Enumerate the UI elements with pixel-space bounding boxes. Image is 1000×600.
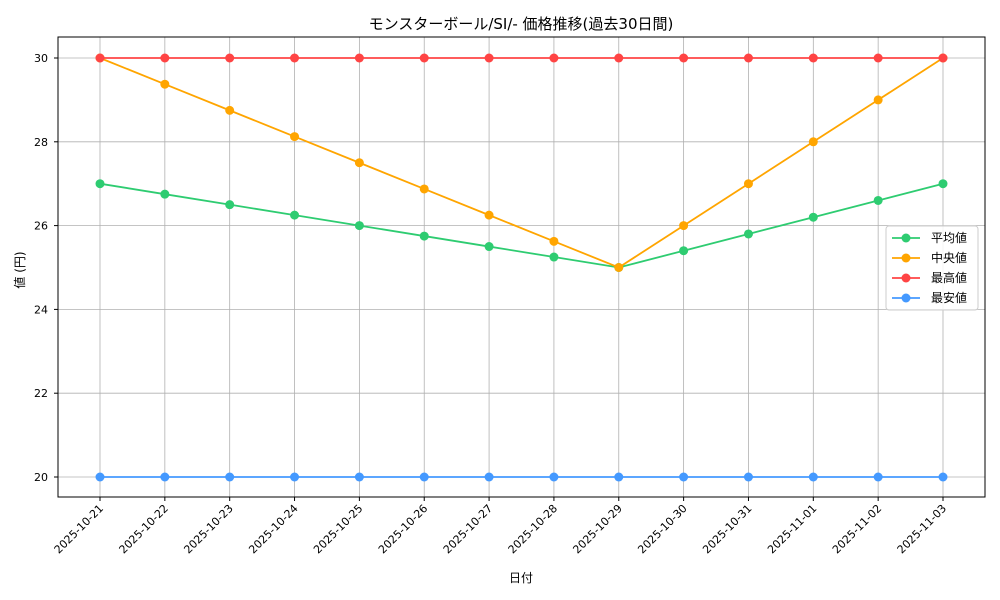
- data-point: [484, 472, 494, 482]
- legend-swatch-marker: [901, 253, 911, 263]
- legend-swatch-marker: [901, 233, 911, 243]
- legend-swatch-marker: [901, 293, 911, 303]
- data-point: [873, 95, 883, 105]
- data-point: [743, 179, 753, 189]
- data-point: [225, 105, 235, 115]
- data-point: [679, 221, 689, 231]
- data-point: [873, 195, 883, 205]
- x-tick-label: 2025-10-21: [52, 502, 106, 556]
- data-point: [290, 53, 300, 63]
- data-point: [938, 179, 948, 189]
- data-point: [354, 158, 364, 168]
- data-point: [95, 179, 105, 189]
- y-tick-label: 22: [34, 387, 48, 400]
- plot-frame: [57, 36, 986, 498]
- data-point: [679, 246, 689, 256]
- data-point: [938, 53, 948, 63]
- data-point: [290, 472, 300, 482]
- data-point: [614, 472, 624, 482]
- x-tick-label: 2025-11-03: [895, 502, 949, 556]
- data-point: [160, 189, 170, 199]
- data-point: [160, 79, 170, 89]
- x-tick-label: 2025-10-31: [700, 502, 754, 556]
- x-tick-label: 2025-10-30: [635, 502, 689, 556]
- data-point: [290, 210, 300, 220]
- x-axis-label: 日付: [509, 571, 533, 585]
- data-point: [225, 200, 235, 210]
- x-tick-label: 2025-10-23: [181, 502, 235, 556]
- legend-label: 中央値: [931, 250, 967, 265]
- x-tick-label: 2025-10-24: [246, 502, 300, 556]
- y-tick-label: 28: [34, 136, 48, 149]
- legend-label: 最高値: [931, 270, 967, 285]
- x-tick-label: 2025-10-27: [441, 502, 495, 556]
- data-point: [549, 236, 559, 246]
- data-point: [419, 53, 429, 63]
- series-最高値: [95, 53, 948, 63]
- y-tick-label: 20: [34, 471, 48, 484]
- x-tick-label: 2025-10-26: [376, 502, 430, 556]
- series-line: [99, 57, 944, 269]
- data-point: [873, 472, 883, 482]
- data-point: [484, 210, 494, 220]
- data-point: [808, 53, 818, 63]
- data-point: [549, 252, 559, 262]
- y-tick-label: 26: [34, 220, 48, 233]
- series-最安値: [95, 472, 948, 482]
- data-point: [225, 472, 235, 482]
- series-平均値: [95, 179, 948, 272]
- data-point: [95, 472, 105, 482]
- data-point: [808, 472, 818, 482]
- data-point: [419, 231, 429, 241]
- y-tick-label: 24: [34, 303, 48, 316]
- data-point: [614, 53, 624, 63]
- series-line: [99, 182, 944, 269]
- legend-label: 最安値: [931, 290, 967, 305]
- data-point: [743, 472, 753, 482]
- data-point: [160, 472, 170, 482]
- data-point: [160, 53, 170, 63]
- data-point: [290, 132, 300, 142]
- x-tick-label: 2025-10-22: [117, 502, 171, 556]
- data-point: [743, 229, 753, 239]
- data-point: [354, 221, 364, 231]
- legend-label: 平均値: [931, 230, 967, 245]
- data-point: [614, 263, 624, 272]
- data-point: [549, 472, 559, 482]
- data-point: [354, 472, 364, 482]
- chart-title: モンスターボール/SI/- 価格推移(過去30日間): [369, 15, 674, 33]
- x-tick-label: 2025-11-01: [765, 502, 819, 556]
- x-tick-label: 2025-10-28: [506, 502, 560, 556]
- data-point: [225, 53, 235, 63]
- x-tick-label: 2025-10-25: [311, 502, 365, 556]
- data-point: [419, 184, 429, 194]
- legend-swatch-marker: [901, 273, 911, 283]
- data-point: [873, 53, 883, 63]
- data-point: [354, 53, 364, 63]
- data-point: [419, 472, 429, 482]
- x-tick-label: 2025-11-02: [830, 502, 884, 556]
- data-point: [549, 53, 559, 63]
- data-point: [95, 53, 105, 63]
- data-point: [679, 472, 689, 482]
- y-axis-label: 値 (円): [12, 251, 27, 288]
- data-point: [938, 472, 948, 482]
- data-point: [808, 137, 818, 147]
- series-中央値: [95, 53, 948, 272]
- legend-box: [885, 225, 979, 311]
- y-tick-label: 30: [34, 52, 48, 65]
- data-point: [743, 53, 753, 63]
- data-point: [808, 212, 818, 222]
- data-point: [484, 242, 494, 252]
- x-tick-label: 2025-10-29: [570, 502, 624, 556]
- data-point: [484, 53, 494, 63]
- data-point: [679, 53, 689, 63]
